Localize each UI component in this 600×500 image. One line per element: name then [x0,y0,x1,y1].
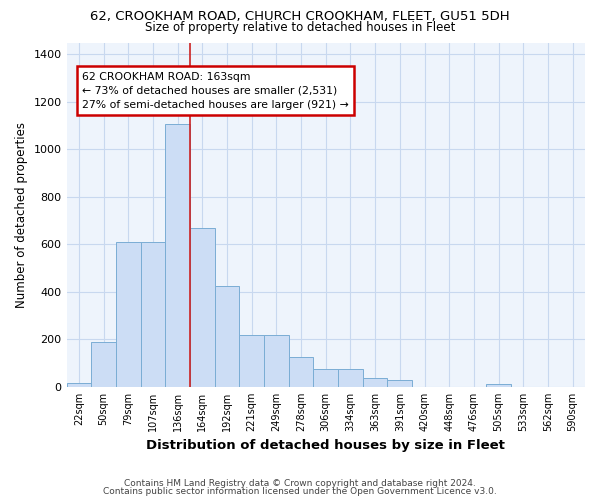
Bar [116,242,140,387]
Bar [486,384,511,387]
Bar [215,286,239,387]
Text: Contains public sector information licensed under the Open Government Licence v3: Contains public sector information licen… [103,487,497,496]
Bar [190,228,215,387]
Bar [289,357,313,387]
Y-axis label: Number of detached properties: Number of detached properties [15,122,28,308]
Bar [388,380,412,387]
Text: 62, CROOKHAM ROAD, CHURCH CROOKHAM, FLEET, GU51 5DH: 62, CROOKHAM ROAD, CHURCH CROOKHAM, FLEE… [90,10,510,23]
Text: Contains HM Land Registry data © Crown copyright and database right 2024.: Contains HM Land Registry data © Crown c… [124,478,476,488]
Bar [140,242,165,387]
Bar [313,369,338,387]
Bar [239,334,264,387]
Text: Size of property relative to detached houses in Fleet: Size of property relative to detached ho… [145,21,455,34]
Text: 62 CROOKHAM ROAD: 163sqm
← 73% of detached houses are smaller (2,531)
27% of sem: 62 CROOKHAM ROAD: 163sqm ← 73% of detach… [82,72,349,110]
Bar [264,334,289,387]
X-axis label: Distribution of detached houses by size in Fleet: Distribution of detached houses by size … [146,440,505,452]
Bar [338,369,363,387]
Bar [67,384,91,387]
Bar [91,342,116,387]
Bar [165,124,190,387]
Bar [363,378,388,387]
